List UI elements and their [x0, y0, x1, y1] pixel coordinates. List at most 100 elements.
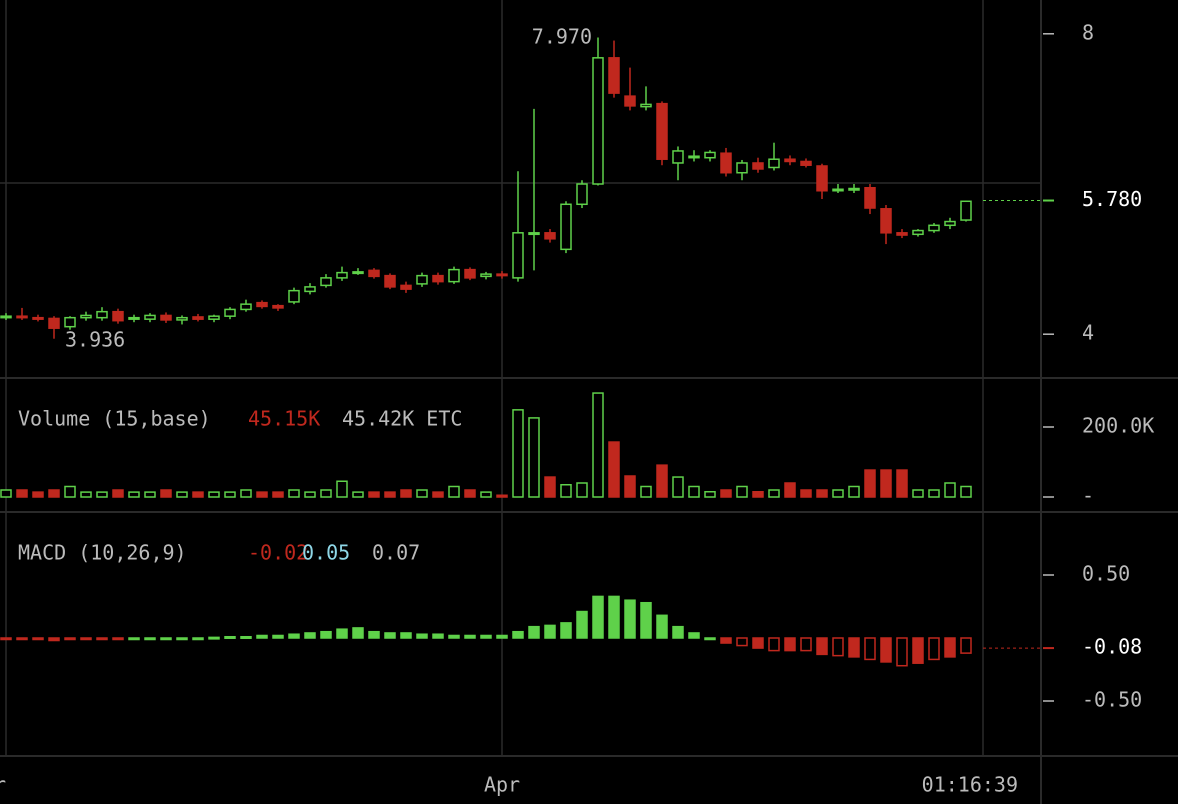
- volume-bar: [336, 480, 348, 498]
- y-tick-label: 0.50: [1082, 562, 1130, 586]
- volume-bar: [480, 491, 492, 498]
- volume-stat: 45.42K ETC: [342, 407, 462, 431]
- macd-bar: [384, 632, 396, 639]
- candle-body: [960, 200, 972, 221]
- macd-bar: [144, 637, 156, 641]
- volume-bar: [144, 491, 156, 498]
- volume-bar: [528, 417, 540, 498]
- volume-bar: [128, 491, 140, 498]
- volume-bar: [32, 491, 44, 498]
- volume-bar: [400, 489, 412, 498]
- macd-bar: [336, 628, 348, 639]
- volume-bar: [64, 485, 76, 498]
- volume-bar: [704, 491, 716, 498]
- macd-bar: [816, 637, 828, 656]
- macd-bar: [176, 637, 188, 641]
- candle-body: [288, 289, 300, 303]
- volume-bar: [448, 485, 460, 498]
- volume-bar: [672, 476, 684, 498]
- candle-body: [464, 268, 476, 279]
- macd-bar: [128, 637, 140, 641]
- macd-bar: [768, 637, 780, 652]
- volume-bar: [368, 491, 380, 498]
- volume-bar: [464, 489, 476, 498]
- volume-bar: [544, 476, 556, 498]
- volume-title: Volume (15,base): [18, 407, 211, 431]
- macd-bar: [784, 637, 796, 652]
- candle-body: [176, 316, 188, 321]
- candle-body: [512, 232, 524, 279]
- candle-body: [880, 208, 892, 234]
- candle-body: [64, 316, 76, 328]
- macd-stat: 0.05: [302, 541, 350, 565]
- candle-body: [240, 303, 252, 311]
- macd-bar: [400, 632, 412, 639]
- macd-bar: [480, 634, 492, 639]
- volume-bar: [0, 489, 12, 498]
- min-label: 3.936: [65, 328, 125, 352]
- volume-bar: [624, 475, 636, 498]
- macd-bar: [224, 635, 236, 639]
- macd-bar: [656, 614, 668, 639]
- macd-bar: [320, 630, 332, 639]
- candle-body: [32, 316, 44, 320]
- macd-bar: [528, 625, 540, 639]
- candle-body: [272, 304, 284, 309]
- macd-bar: [944, 637, 956, 658]
- volume-bar: [80, 491, 92, 498]
- volume-bar: [784, 482, 796, 498]
- macd-bar: [192, 637, 204, 641]
- volume-bar: [656, 464, 668, 498]
- candle-body: [784, 158, 796, 163]
- volume-bar: [736, 485, 748, 498]
- candle-body: [336, 271, 348, 279]
- volume-bar: [416, 489, 428, 498]
- volume-bar: [768, 489, 780, 498]
- candle-body: [320, 277, 332, 287]
- candle-body: [704, 151, 716, 159]
- candle-body: [304, 286, 316, 293]
- volume-bar: [192, 491, 204, 498]
- macd-bar: [512, 630, 524, 639]
- volume-bar: [912, 489, 924, 498]
- candle-body: [576, 183, 588, 206]
- volume-bar: [496, 494, 508, 498]
- macd-bar: [928, 637, 940, 661]
- macd-bar: [832, 637, 844, 657]
- candle-body: [496, 273, 508, 277]
- candle-body: [816, 165, 828, 192]
- candle-body: [96, 310, 108, 319]
- volume-bar: [112, 489, 124, 498]
- macd-bar: [896, 637, 908, 667]
- macd-bar: [560, 622, 572, 639]
- volume-bar: [560, 484, 572, 498]
- candle-body: [416, 274, 428, 285]
- candle-body: [592, 57, 604, 185]
- last-value-label: 5.780: [1082, 187, 1142, 211]
- candle-body: [80, 314, 92, 319]
- volume-bar: [864, 469, 876, 498]
- candle-body: [352, 271, 364, 275]
- candle-body: [720, 152, 732, 174]
- candle-body: [224, 308, 236, 317]
- y-tick-label: 4: [1082, 321, 1094, 345]
- macd-bar: [96, 637, 108, 641]
- candle-body: [944, 220, 956, 227]
- volume-bar: [880, 469, 892, 498]
- macd-bar: [880, 637, 892, 663]
- clock: 01:16:39: [922, 773, 1018, 797]
- volume-bar: [816, 489, 828, 498]
- macd-bar: [272, 634, 284, 639]
- macd-bar: [960, 637, 972, 654]
- volume-bar: [608, 441, 620, 498]
- volume-stat: 45.15K: [248, 407, 320, 431]
- volume-bar: [944, 482, 956, 498]
- macd-bar: [256, 634, 268, 639]
- macd-bar: [864, 637, 876, 661]
- y-tick-label: -0.50: [1082, 688, 1142, 712]
- candle-body: [688, 155, 700, 159]
- volume-bar: [576, 482, 588, 498]
- candle-body: [448, 268, 460, 283]
- volume-bar: [96, 491, 108, 498]
